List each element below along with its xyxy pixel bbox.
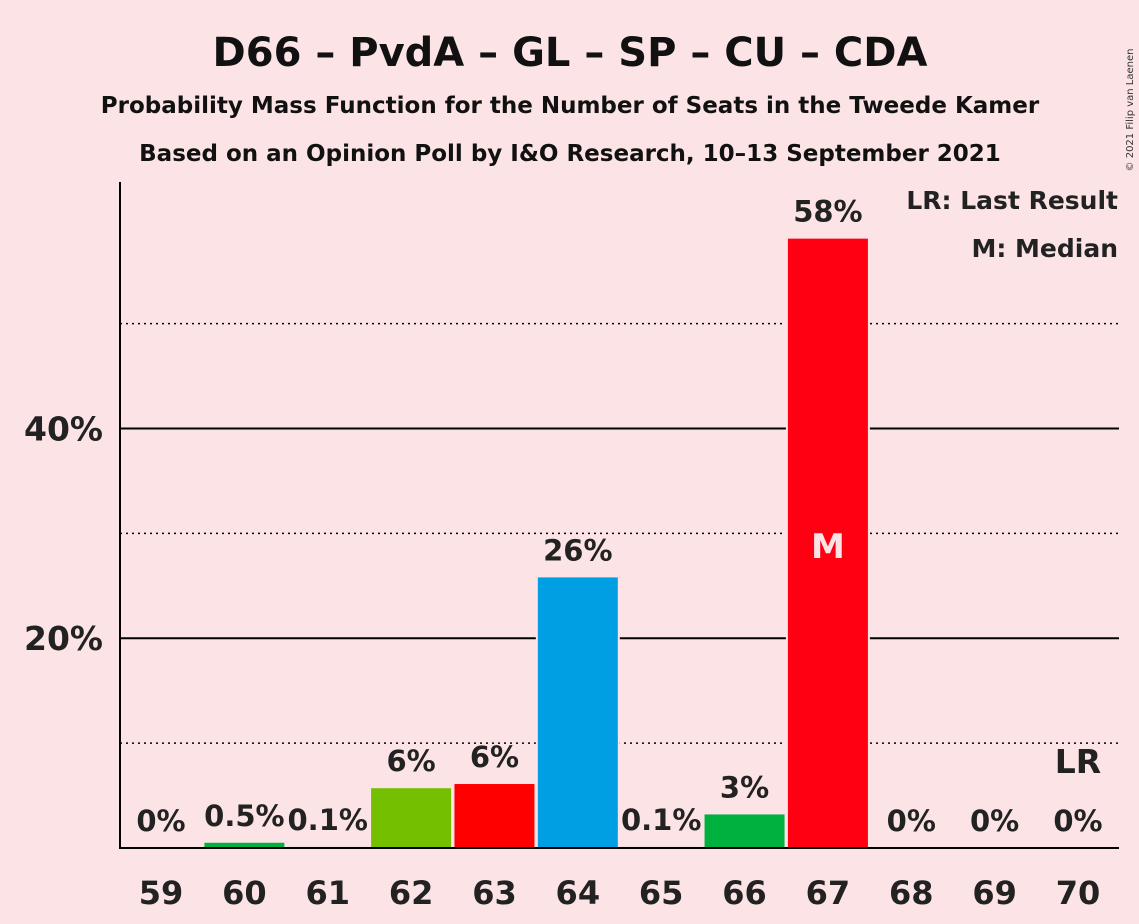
x-tick-label: 66 — [722, 874, 767, 912]
data-label-64: 26% — [543, 533, 612, 567]
chart-title: D66 – PvdA – GL – SP – CU – CDA — [213, 30, 928, 76]
data-label-59: 0% — [136, 804, 185, 838]
bar-63 — [454, 784, 535, 848]
last-result-marker: LR — [1055, 742, 1101, 781]
x-tick-label: 65 — [639, 874, 684, 912]
x-tick-label: 68 — [889, 874, 934, 912]
x-tick-label: 67 — [806, 874, 851, 912]
data-label-69: 0% — [970, 804, 1019, 838]
legend-median: M: Median — [971, 234, 1118, 263]
x-tick-label: 64 — [556, 874, 601, 912]
bars-group — [202, 236, 870, 848]
x-tick-label: 59 — [139, 874, 184, 912]
median-marker: M — [811, 527, 845, 567]
x-tick-label: 61 — [305, 874, 350, 912]
data-label-63: 6% — [470, 740, 519, 774]
x-tick-label: 63 — [472, 874, 517, 912]
legend-last-result: LR: Last Result — [906, 186, 1118, 215]
bar-halo — [285, 844, 370, 848]
data-label-70: 0% — [1053, 804, 1102, 838]
copyright-notice: © 2021 Filip van Laenen — [1125, 49, 1136, 172]
bar-halo — [619, 844, 704, 848]
data-label-66: 3% — [720, 770, 769, 804]
bar-66 — [704, 814, 785, 848]
data-label-61: 0.1% — [288, 803, 368, 837]
x-tick-label: 69 — [972, 874, 1017, 912]
x-tick-label: 62 — [389, 874, 434, 912]
x-tick-labels: 59 60 61 62 63 64 65 66 67 68 69 70 — [139, 874, 1101, 912]
data-label-68: 0% — [887, 804, 936, 838]
data-label-65: 0.1% — [621, 803, 701, 837]
y-tick-label: 40% — [24, 409, 103, 448]
bar-60 — [204, 842, 285, 848]
data-label-62: 6% — [386, 744, 435, 778]
y-tick-label: 20% — [24, 619, 103, 658]
bar-64 — [537, 577, 618, 848]
data-label-67: 58% — [793, 195, 862, 229]
data-labels-group: 0% 0.5% 0.1%6% 6%26%0.1%3%58%M0% 0% 0%LR — [136, 195, 1102, 838]
x-tick-label: 60 — [222, 874, 267, 912]
chart-subtitle-1: Probability Mass Function for the Number… — [101, 93, 1040, 119]
bar-62 — [371, 788, 452, 848]
data-label-60: 0.5% — [204, 799, 284, 833]
y-tick-labels: 20% 40% — [24, 409, 103, 658]
chart-subtitle-2: Based on an Opinion Poll by I&O Research… — [139, 141, 1001, 167]
bar-67 — [787, 238, 868, 848]
x-tick-label: 70 — [1056, 874, 1101, 912]
